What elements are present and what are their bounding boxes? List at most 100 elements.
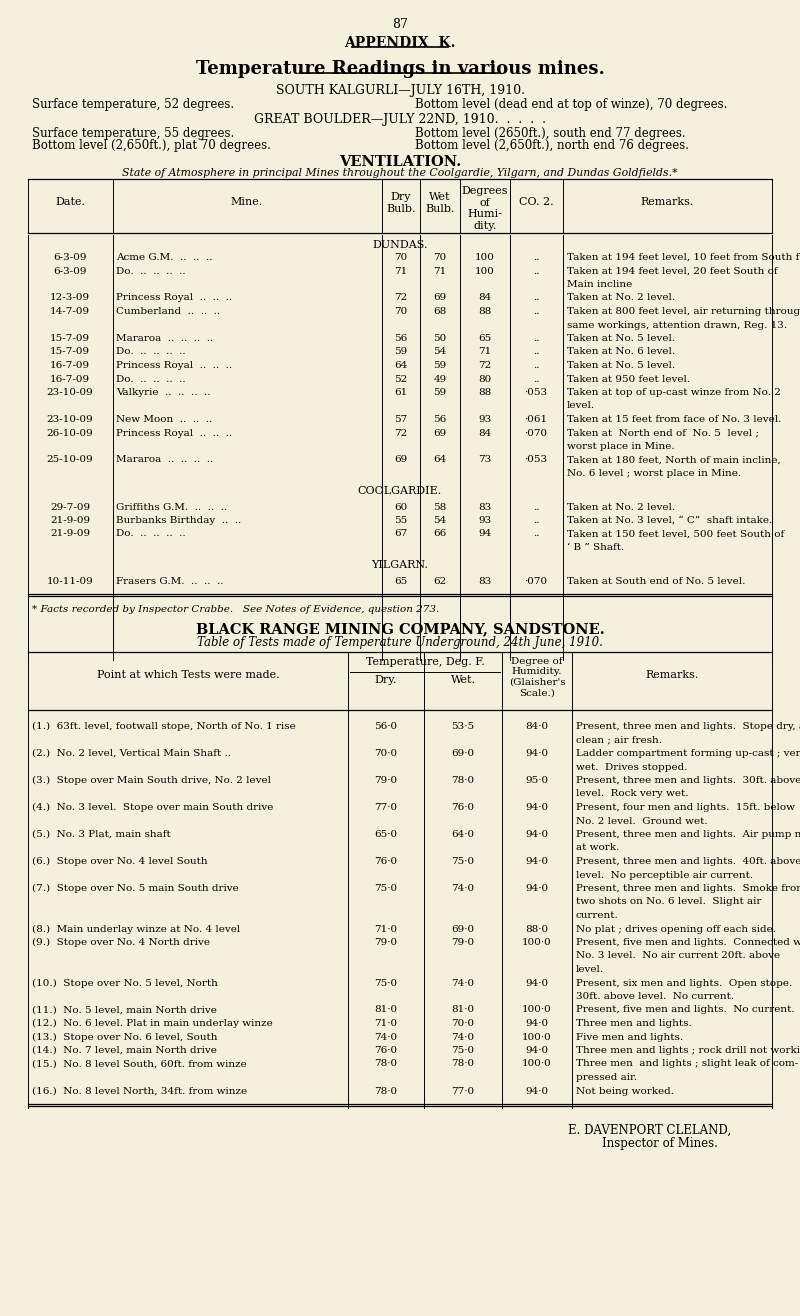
Text: 10-11-09: 10-11-09	[46, 576, 94, 586]
Text: 78·0: 78·0	[451, 1059, 474, 1069]
Text: ..: ..	[533, 361, 539, 370]
Text: 21-9-09: 21-9-09	[50, 529, 90, 538]
Text: 59: 59	[434, 361, 446, 370]
Text: Three men and lights.: Three men and lights.	[576, 1019, 692, 1028]
Text: Bottom level (2,650ft.), north end 76 degrees.: Bottom level (2,650ft.), north end 76 de…	[415, 139, 689, 153]
Text: GREAT BOULDER—JULY 22ND, 1910.  .  .  .  .: GREAT BOULDER—JULY 22ND, 1910. . . . .	[254, 113, 546, 126]
Text: 100·0: 100·0	[522, 1005, 552, 1015]
Text: 95·0: 95·0	[526, 776, 549, 786]
Text: ·061: ·061	[525, 415, 547, 424]
Text: Main incline: Main incline	[567, 280, 632, 290]
Text: Cumberland  ..  ..  ..: Cumberland .. .. ..	[116, 307, 220, 316]
Text: (14.)  No. 7 level, main North drive: (14.) No. 7 level, main North drive	[32, 1046, 217, 1055]
Text: Dry.: Dry.	[374, 675, 398, 686]
Text: Dry
Bulb.: Dry Bulb.	[386, 192, 416, 213]
Text: (13.)  Stope over No. 6 level, South: (13.) Stope over No. 6 level, South	[32, 1033, 218, 1042]
Text: Temperature, Deg. F.: Temperature, Deg. F.	[366, 657, 484, 667]
Text: 69·0: 69·0	[451, 749, 474, 758]
Text: ·053: ·053	[525, 455, 547, 465]
Text: (6.)  Stope over No. 4 level South: (6.) Stope over No. 4 level South	[32, 857, 208, 866]
Text: Griffiths G.M.  ..  ..  ..: Griffiths G.M. .. .. ..	[116, 503, 227, 512]
Text: ..: ..	[533, 307, 539, 316]
Text: Taken at 150 feet level, 500 feet South of: Taken at 150 feet level, 500 feet South …	[567, 529, 784, 538]
Text: Present, three men and lights.  Smoke from: Present, three men and lights. Smoke fro…	[576, 884, 800, 894]
Text: 79·0: 79·0	[374, 938, 398, 948]
Text: 61: 61	[394, 388, 408, 397]
Text: 75·0: 75·0	[374, 884, 398, 894]
Text: Not being worked.: Not being worked.	[576, 1087, 674, 1095]
Text: E. DAVENPORT CLELAND,: E. DAVENPORT CLELAND,	[569, 1124, 731, 1137]
Text: 70: 70	[394, 307, 408, 316]
Text: 52: 52	[394, 375, 408, 383]
Text: 54: 54	[434, 516, 446, 525]
Text: 65: 65	[394, 576, 408, 586]
Text: Temperature Readings in various mines.: Temperature Readings in various mines.	[195, 61, 605, 78]
Text: 100·0: 100·0	[522, 938, 552, 948]
Text: (3.)  Stope over Main South drive, No. 2 level: (3.) Stope over Main South drive, No. 2 …	[32, 776, 271, 786]
Text: ..: ..	[533, 334, 539, 343]
Text: 56·0: 56·0	[374, 722, 398, 730]
Text: 23-10-09: 23-10-09	[46, 388, 94, 397]
Text: Present, three men and lights.  40ft. above: Present, three men and lights. 40ft. abo…	[576, 857, 800, 866]
Text: Three men  and lights ; slight leak of com-: Three men and lights ; slight leak of co…	[576, 1059, 798, 1069]
Text: 78·0: 78·0	[374, 1059, 398, 1069]
Text: Mararoa  ..  ..  ..  ..: Mararoa .. .. .. ..	[116, 455, 214, 465]
Text: State of Atmosphere in principal Mines throughout the Coolgardie, Yilgarn, and D: State of Atmosphere in principal Mines t…	[122, 168, 678, 178]
Text: Present, five men and lights.  Connected with: Present, five men and lights. Connected …	[576, 938, 800, 948]
Text: (9.)  Stope over No. 4 North drive: (9.) Stope over No. 4 North drive	[32, 938, 210, 948]
Text: 71: 71	[478, 347, 492, 357]
Text: 71: 71	[394, 267, 408, 275]
Text: Taken at No. 3 level, “ C”  shaft intake.: Taken at No. 3 level, “ C” shaft intake.	[567, 516, 772, 525]
Text: Date.: Date.	[55, 197, 85, 207]
Text: ..: ..	[533, 253, 539, 262]
Text: 69: 69	[434, 429, 446, 437]
Text: 75·0: 75·0	[451, 1046, 474, 1055]
Text: No plat ; drives opening off each side.: No plat ; drives opening off each side.	[576, 925, 776, 933]
Text: Princess Royal  ..  ..  ..: Princess Royal .. .. ..	[116, 293, 232, 303]
Text: Taken at 950 feet level.: Taken at 950 feet level.	[567, 375, 690, 383]
Text: Taken at No. 2 level.: Taken at No. 2 level.	[567, 293, 675, 303]
Text: Taken at No. 6 level.: Taken at No. 6 level.	[567, 347, 675, 357]
Text: two shots on No. 6 level.  Slight air: two shots on No. 6 level. Slight air	[576, 898, 762, 907]
Text: Present, four men and lights.  15ft. below: Present, four men and lights. 15ft. belo…	[576, 803, 795, 812]
Text: Remarks.: Remarks.	[646, 670, 698, 680]
Text: 75·0: 75·0	[451, 857, 474, 866]
Text: Taken at  North end of  No. 5  level ;: Taken at North end of No. 5 level ;	[567, 429, 759, 437]
Text: 94·0: 94·0	[526, 1046, 549, 1055]
Text: 94·0: 94·0	[526, 1019, 549, 1028]
Text: ‘ B ” Shaft.: ‘ B ” Shaft.	[567, 544, 624, 551]
Text: 26-10-09: 26-10-09	[46, 429, 94, 437]
Text: 56: 56	[394, 334, 408, 343]
Text: 74·0: 74·0	[374, 1033, 398, 1041]
Text: Taken at No. 2 level.: Taken at No. 2 level.	[567, 503, 675, 512]
Text: (8.)  Main underlay winze at No. 4 level: (8.) Main underlay winze at No. 4 level	[32, 925, 240, 933]
Text: 70·0: 70·0	[374, 749, 398, 758]
Text: 66: 66	[434, 529, 446, 538]
Text: Degrees
of
Humi-
dity.: Degrees of Humi- dity.	[462, 186, 508, 230]
Text: Degree of
Humidity.
(Glaisher's
Scale.): Degree of Humidity. (Glaisher's Scale.)	[509, 657, 566, 697]
Text: APPENDIX  K.: APPENDIX K.	[344, 36, 456, 50]
Text: 60: 60	[394, 503, 408, 512]
Text: Bottom level (2650ft.), south end 77 degrees.: Bottom level (2650ft.), south end 77 deg…	[415, 128, 686, 139]
Text: ..: ..	[533, 375, 539, 383]
Text: 77·0: 77·0	[451, 1087, 474, 1095]
Text: (7.)  Stope over No. 5 main South drive: (7.) Stope over No. 5 main South drive	[32, 884, 238, 894]
Text: Remarks.: Remarks.	[640, 197, 694, 207]
Text: 71·0: 71·0	[374, 1019, 398, 1028]
Text: 64: 64	[394, 361, 408, 370]
Text: clean ; air fresh.: clean ; air fresh.	[576, 736, 662, 745]
Text: 64·0: 64·0	[451, 830, 474, 840]
Text: level.  Rock very wet.: level. Rock very wet.	[576, 790, 689, 799]
Text: level.  No perceptible air current.: level. No perceptible air current.	[576, 870, 753, 879]
Text: (5.)  No. 3 Plat, main shaft: (5.) No. 3 Plat, main shaft	[32, 830, 170, 840]
Text: Princess Royal  ..  ..  ..: Princess Royal .. .. ..	[116, 429, 232, 437]
Text: DUNDAS.: DUNDAS.	[372, 240, 428, 250]
Text: 81·0: 81·0	[374, 1005, 398, 1015]
Text: 74·0: 74·0	[451, 979, 474, 987]
Text: 100: 100	[475, 253, 495, 262]
Text: 94·0: 94·0	[526, 857, 549, 866]
Text: 94·0: 94·0	[526, 830, 549, 840]
Text: 69: 69	[394, 455, 408, 465]
Text: 14-7-09: 14-7-09	[50, 307, 90, 316]
Text: 59: 59	[394, 347, 408, 357]
